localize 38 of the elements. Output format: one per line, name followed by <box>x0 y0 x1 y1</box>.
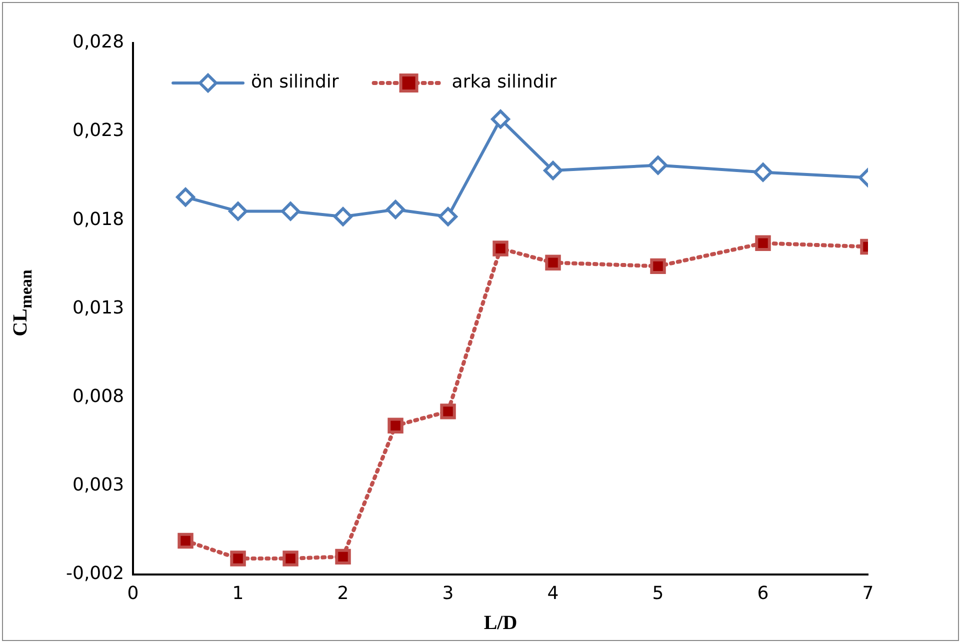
point <box>281 202 300 221</box>
y-tick-label: 0,003 <box>72 474 124 496</box>
point <box>545 254 561 271</box>
x-tick-label: 3 <box>442 582 454 604</box>
x-tick-label: 2 <box>337 582 349 604</box>
y-tick-label: 0,028 <box>72 32 124 53</box>
point <box>438 207 458 226</box>
x-tick-label: 5 <box>652 582 664 604</box>
y-tick-label: 0,008 <box>72 386 124 407</box>
y-tick-label: 0,018 <box>72 208 124 230</box>
legend-label: ön silindir <box>251 72 340 93</box>
point <box>176 188 196 207</box>
y-tick-label: -0,002 <box>66 563 124 584</box>
point <box>754 162 773 182</box>
y-tick-label: 0,013 <box>72 297 124 318</box>
point <box>386 200 406 220</box>
x-tick-label: 4 <box>547 582 559 604</box>
x-tick-label: 1 <box>232 582 244 604</box>
point <box>335 548 351 565</box>
point <box>282 550 298 566</box>
y-tick-label: 0,023 <box>72 120 124 142</box>
x-tick-label: 6 <box>757 582 769 604</box>
point <box>755 235 771 252</box>
point <box>648 156 668 175</box>
point <box>544 161 563 180</box>
point <box>491 110 510 129</box>
x-axis-title: L/D <box>484 612 518 634</box>
legend-label: arka silindir <box>452 72 558 93</box>
x-tick-label: 0 <box>127 582 139 604</box>
point <box>650 258 666 274</box>
point <box>334 207 353 226</box>
point <box>388 418 404 434</box>
point <box>178 532 194 549</box>
point <box>228 202 248 221</box>
point <box>440 404 456 420</box>
point <box>230 550 246 566</box>
point <box>492 240 508 256</box>
x-tick-label: 7 <box>862 582 874 604</box>
